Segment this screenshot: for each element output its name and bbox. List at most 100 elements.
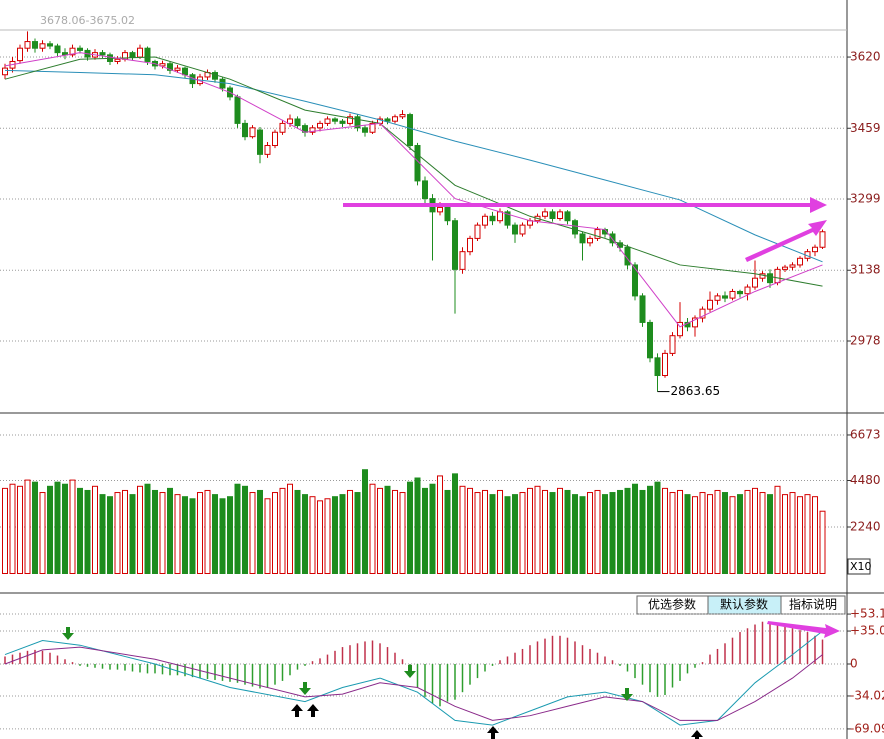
candle-body (32, 41, 38, 49)
volume-bar (167, 487, 173, 575)
volume-bar (549, 492, 556, 574)
candle-body (692, 317, 698, 328)
candle-body (639, 295, 646, 323)
candle-body (564, 211, 571, 222)
volume-bar (579, 496, 586, 575)
volume-bar (144, 483, 151, 574)
candle-body (294, 118, 301, 127)
candle-body (249, 127, 256, 138)
volume-bar (189, 498, 196, 574)
candle-body (219, 78, 226, 89)
volume-bar (377, 487, 383, 575)
y-tick-label: 6673 (850, 427, 881, 441)
volume-bar (474, 492, 481, 574)
volume-bar (609, 492, 616, 574)
candle-body (129, 52, 136, 58)
volume-bar (354, 492, 361, 574)
button-label[interactable]: 优选参数 (648, 597, 696, 612)
volume-bar (204, 489, 211, 574)
volume-bar (459, 485, 466, 574)
volume-bar (114, 492, 121, 574)
candle-body (77, 47, 83, 51)
volume-bar (572, 494, 578, 574)
y-tick-label: 2240 (850, 519, 881, 533)
candle-body (309, 127, 316, 133)
decoration (621, 688, 633, 701)
candle-body (752, 277, 758, 288)
volume-bar (804, 494, 811, 574)
candle-body (279, 122, 286, 133)
decoration (299, 682, 311, 695)
y-tick-label: 4480 (850, 473, 881, 487)
volume-bar (407, 481, 413, 574)
line-series (4, 69, 823, 263)
y-tick-label: 3138 (850, 263, 881, 277)
volume-bar (32, 481, 38, 574)
volume-bar (294, 489, 301, 574)
volume-bar (384, 485, 391, 574)
candle-body (572, 220, 578, 235)
volume-bar (182, 496, 188, 575)
volume-bar (362, 469, 368, 574)
candle-body (677, 321, 683, 337)
candle-body (587, 237, 593, 244)
candle-body (362, 127, 368, 133)
candle-body (399, 114, 406, 118)
button-label[interactable]: 指标说明 (789, 597, 837, 612)
candle-body (354, 116, 361, 129)
volume-bar (812, 496, 818, 575)
volume-bar (542, 489, 548, 574)
candle-body (407, 114, 413, 147)
volume-bar (744, 489, 751, 574)
volume-bar (602, 494, 608, 574)
y-tick-label: -34.02 (850, 688, 884, 702)
volume-bar (497, 489, 503, 574)
candle-body (234, 96, 241, 124)
candle-body (812, 246, 818, 253)
volume-bar (227, 496, 233, 575)
candle-body (24, 41, 31, 49)
candle-body (647, 321, 653, 359)
volume-bar (84, 489, 91, 574)
candle-body (369, 122, 376, 133)
candle-body (459, 251, 466, 270)
volume-bar (92, 485, 98, 574)
line-series (4, 630, 823, 726)
candle-body (99, 52, 106, 56)
volume-bar (452, 473, 458, 574)
volume-bar (257, 489, 263, 574)
candle-body (489, 215, 496, 222)
volume-bar (234, 483, 241, 574)
volume-bar (527, 487, 533, 575)
candle-body (272, 131, 278, 147)
candle-body (17, 47, 23, 62)
volume-bar (587, 492, 593, 574)
y-tick-label: 3620 (850, 50, 881, 64)
candle-body (549, 211, 556, 219)
decoration (307, 704, 319, 717)
volume-bar (414, 477, 421, 574)
volume-bar (729, 496, 736, 575)
decoration (404, 665, 416, 678)
volume-bar (437, 475, 443, 574)
volume-bar (752, 487, 758, 575)
candle-body (422, 180, 428, 200)
candle-body (504, 211, 511, 226)
volume-bar (429, 483, 436, 574)
volume-bar (534, 485, 541, 574)
candle-body (242, 122, 248, 138)
volume-bar (54, 481, 61, 574)
candle-body (54, 45, 61, 54)
candle-body (174, 67, 181, 71)
candle-body (384, 118, 391, 122)
candle-body (714, 295, 721, 301)
candle-body (264, 145, 271, 155)
volume-bar (617, 489, 623, 574)
volume-bar (722, 492, 728, 574)
candle-body (594, 229, 601, 239)
volume-bar (594, 489, 601, 574)
volume-bar (654, 481, 661, 574)
candle-body (39, 43, 46, 49)
button-label[interactable]: 默认参数 (720, 597, 768, 612)
volume-bar (249, 492, 256, 574)
